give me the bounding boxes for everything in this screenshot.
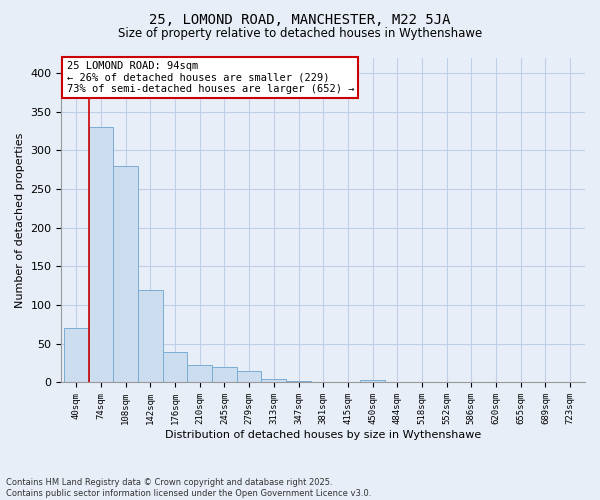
Bar: [360, 380, 385, 382]
Bar: [89, 127, 113, 382]
Y-axis label: Number of detached properties: Number of detached properties: [15, 132, 25, 308]
Bar: [138, 290, 163, 382]
Bar: [286, 381, 311, 382]
Bar: [262, 378, 286, 382]
Bar: [212, 367, 237, 382]
Text: Contains HM Land Registry data © Crown copyright and database right 2025.
Contai: Contains HM Land Registry data © Crown c…: [6, 478, 371, 498]
Bar: [237, 371, 262, 382]
Bar: [64, 328, 89, 382]
Text: 25, LOMOND ROAD, MANCHESTER, M22 5JA: 25, LOMOND ROAD, MANCHESTER, M22 5JA: [149, 12, 451, 26]
X-axis label: Distribution of detached houses by size in Wythenshawe: Distribution of detached houses by size …: [165, 430, 481, 440]
Text: Size of property relative to detached houses in Wythenshawe: Size of property relative to detached ho…: [118, 28, 482, 40]
Text: 25 LOMOND ROAD: 94sqm
← 26% of detached houses are smaller (229)
73% of semi-det: 25 LOMOND ROAD: 94sqm ← 26% of detached …: [67, 60, 354, 94]
Bar: [163, 352, 187, 382]
Bar: [113, 166, 138, 382]
Bar: [187, 366, 212, 382]
